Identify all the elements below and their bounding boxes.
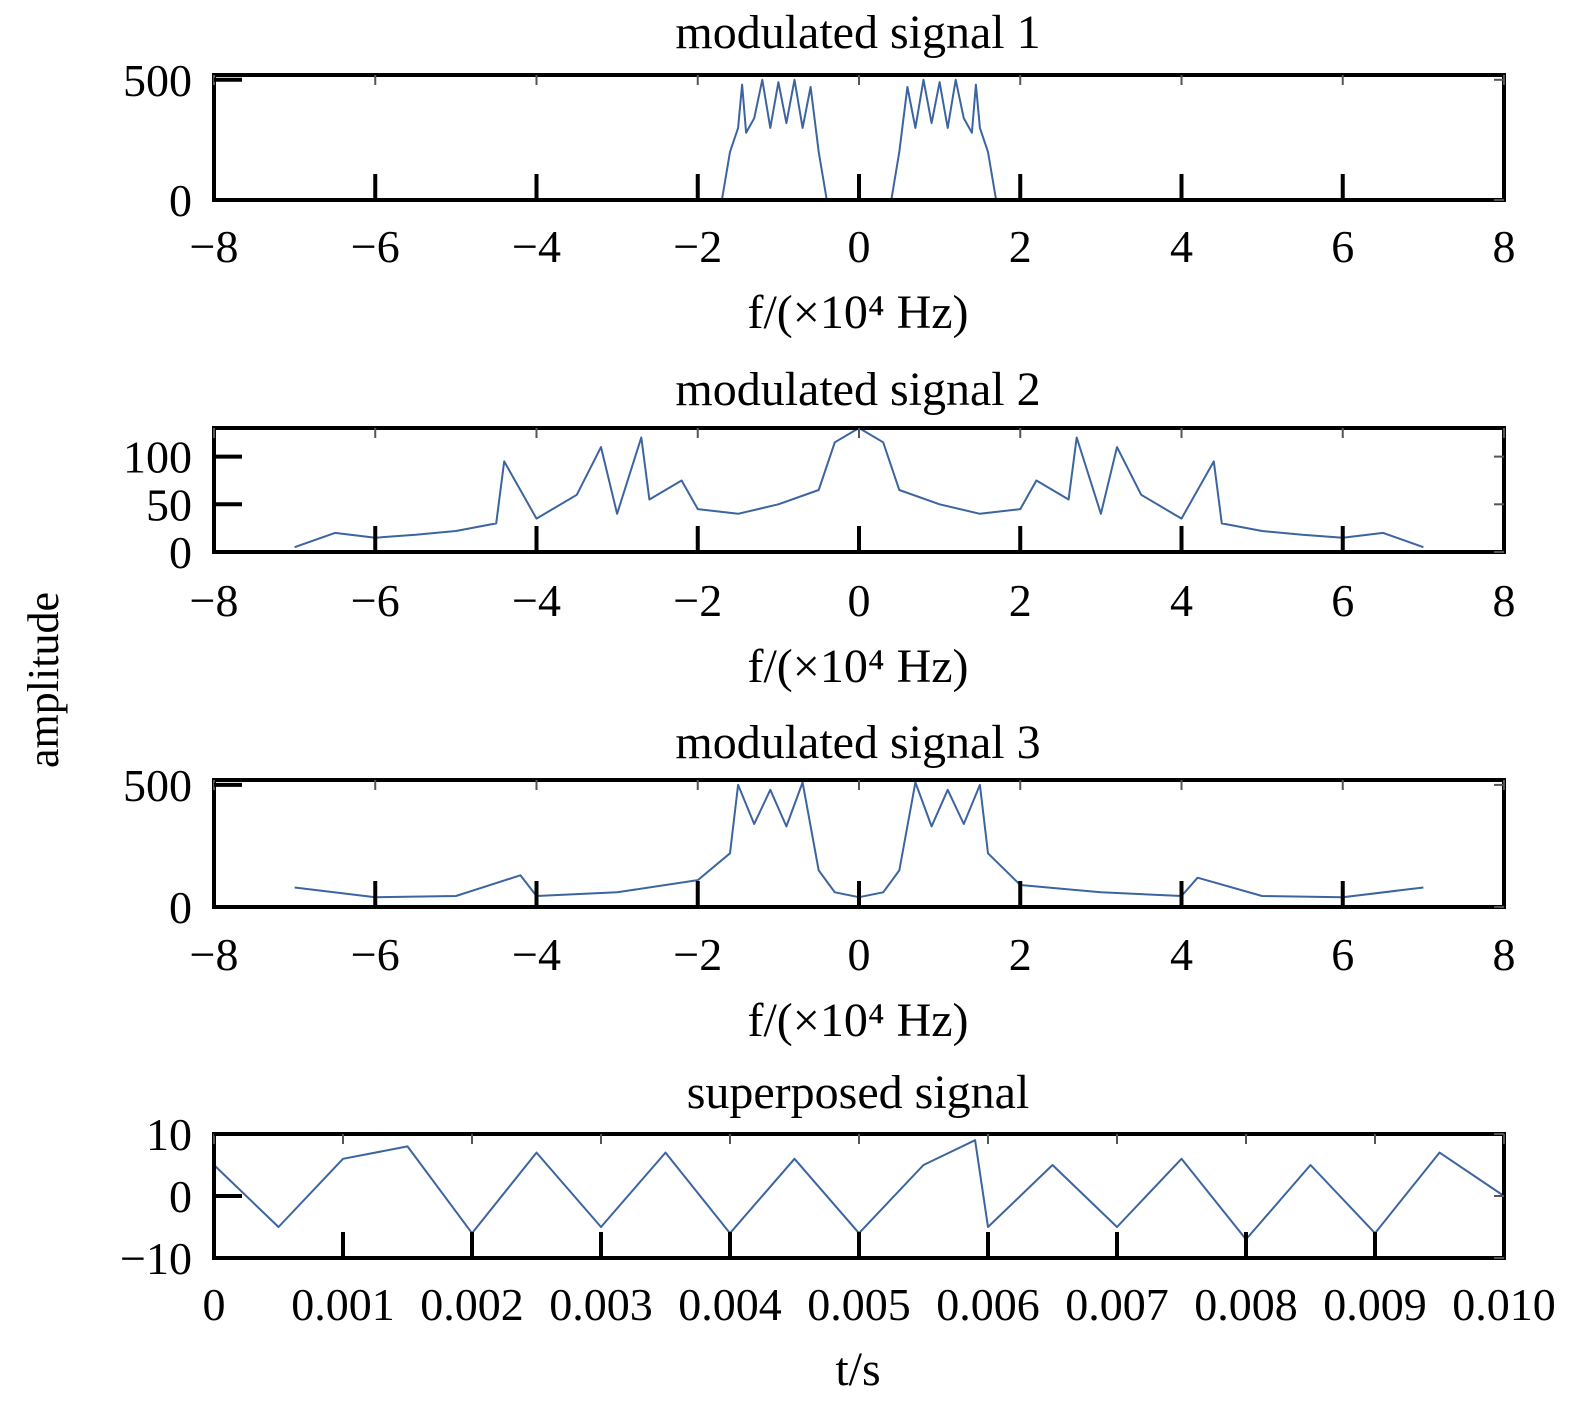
chart-4-x-axis-label: t/s [835,1343,880,1396]
chart-3-title: modulated signal 3 [675,716,1040,769]
chart-2-y-tick-label: 100 [123,432,192,483]
chart-3: modulated signal 3 −8 −6 −4 −2 0 2 4 6 8 0 500 f/(×1… [123,716,1516,1047]
chart-3-x-axis-label: f/(×10⁴ Hz) [747,994,968,1047]
chart-3-x-tick-label: 0 [848,929,871,980]
chart-1-x-tick-label: −8 [190,221,239,272]
chart-4-x-tick-label: 0.001 [291,1279,395,1330]
chart-1-x-tick-label: −2 [673,221,722,272]
chart-2-x-tick-label: 4 [1170,575,1193,626]
chart-4-x-tick-label: 0.004 [678,1279,782,1330]
chart-2: modulated signal 2−8 −6 −4 −2 0 2 4 6 8050100f/(… [123,363,1516,693]
chart-4-y-tick-label: −10 [120,1233,192,1284]
chart-4-x-tick-label: 0.005 [807,1279,911,1330]
chart-3-y-tick-label: 0 [169,882,192,933]
chart-2-x-tick-label: 0 [848,575,871,626]
chart-1-x-tick-label: −6 [351,221,400,272]
chart-1-y-tick-label: 500 [123,55,192,106]
chart-2-x-tick-label: −8 [190,575,239,626]
chart-4-x-tick-label: 0.002 [420,1279,524,1330]
chart-3-x-tick-label: −2 [673,929,722,980]
chart-2-x-tick-label: −6 [351,575,400,626]
chart-4-x-tick-label: 0.003 [549,1279,653,1330]
chart-1-title: modulated signal 1 [675,6,1040,59]
chart-3-x-tick-label: −6 [351,929,400,980]
chart-2-y-tick-label: 0 [169,527,192,578]
chart-1-x-tick-label: 8 [1493,221,1516,272]
chart-1-x-tick-label: −4 [512,221,561,272]
chart-4: superposed signal 0 0.001 0.002 0.003 0.004 0.… [120,1066,1556,1396]
chart-2-y-tick-label: 50 [146,479,192,530]
chart-3-x-tick-label: −4 [512,929,561,980]
chart-4-x-tick-label: 0.009 [1323,1279,1427,1330]
chart-4-x-tick-label: 0.008 [1194,1279,1298,1330]
chart-1-x-tick-label: 4 [1170,221,1193,272]
chart-2-x-axis-label: f/(×10⁴ Hz) [747,640,968,693]
chart-4-x-tick-label: 0.006 [936,1279,1040,1330]
chart-3-x-tick-label: 6 [1331,929,1354,980]
chart-3-series-1-line [294,781,1424,899]
chart-4-x-tick-label: 0 [203,1279,226,1330]
chart-3-x-tick-label: 2 [1009,929,1032,980]
chart-1-y-tick-label: 0 [169,175,192,226]
chart-1: modulated signal 1 −8 −6 −4 −2 0 2 4 6 8 0 500 f/(×1… [123,6,1516,339]
figure-y-axis-label: amplitude [19,592,68,768]
chart-4-series-1-line [213,1139,1505,1241]
chart-1-x-axis-label: f/(×10⁴ Hz) [747,286,968,339]
chart-4-y-tick-label: 10 [146,1109,192,1160]
chart-2-x-tick-label: −4 [512,575,561,626]
chart-1-x-tick-label: 0 [848,221,871,272]
chart-3-x-tick-label: −8 [190,929,239,980]
chart-4-y-tick-label: 0 [169,1171,192,1222]
chart-4-title: superposed signal [687,1066,1030,1119]
chart-3-x-tick-label: 8 [1493,929,1516,980]
chart-2-x-tick-label: −2 [673,575,722,626]
chart-3-y-tick-label: 500 [123,760,192,811]
chart-2-x-tick-label: 6 [1331,575,1354,626]
chart-1-x-tick-label: 2 [1009,221,1032,272]
chart-4-x-tick-label: 0.010 [1452,1279,1556,1330]
chart-4-x-tick-label: 0.007 [1065,1279,1169,1330]
chart-2-x-tick-label: 8 [1493,575,1516,626]
chart-3-x-tick-label: 4 [1170,929,1193,980]
chart-2-x-tick-label: 2 [1009,575,1032,626]
chart-1-x-tick-label: 6 [1331,221,1354,272]
chart-2-title: modulated signal 2 [675,363,1040,416]
